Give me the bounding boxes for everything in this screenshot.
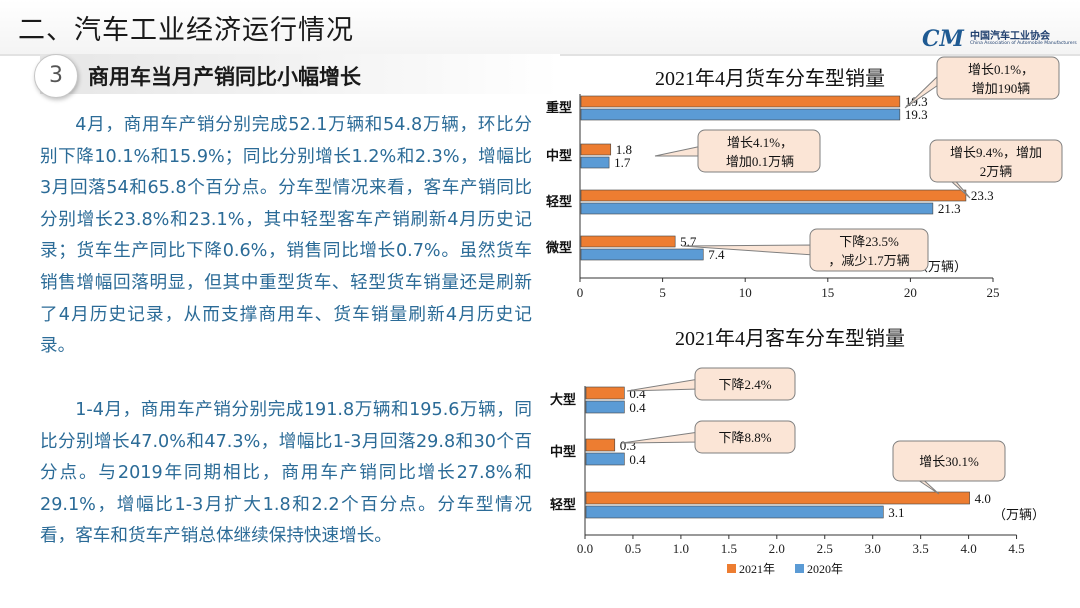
x-tick-label: 1.0: [673, 541, 689, 556]
body-paragraph-1: 4月，商用车产销分别完成52.1万辆和54.8万辆，环比分别下降10.1%和15…: [40, 115, 532, 357]
callout-text: 下降8.8%: [718, 430, 771, 445]
bar-2021: [580, 95, 901, 108]
logo-chinese-name: 中国汽车工业协会: [970, 31, 1050, 42]
callout-text: 增长9.4%，增加 2万辆: [950, 145, 1042, 179]
callout-box: [694, 367, 796, 401]
bar-2021: [580, 143, 612, 156]
bar-value-label: 1.7: [614, 155, 631, 170]
category-label: 重型: [546, 100, 572, 115]
bus-sales-chart: 2021年4月客车分车型销量 0.0 0.5 1.0 1.5 2.0 2.5 3.0 3.5 4.…: [550, 327, 1045, 576]
x-tick-label: 0: [577, 285, 584, 300]
bar-2020: [585, 452, 625, 466]
bar-value-label: 1.8: [616, 142, 632, 157]
bar-2020: [580, 202, 934, 215]
bar-value-label: 0.3: [620, 438, 636, 453]
callout-text: 增长30.1%: [919, 454, 979, 469]
section-number-badge: 3: [34, 54, 78, 98]
section-band: [40, 54, 560, 94]
bar-value-label: 21.3: [938, 201, 961, 216]
x-tick-label: 0.5: [625, 541, 641, 556]
chart-title: 2021年4月客车分车型销量: [675, 327, 905, 350]
callout-text-line: 下降23.5%: [839, 234, 899, 249]
bar-value-label: 3.1: [888, 505, 904, 520]
category-label: 轻型: [546, 194, 572, 209]
bar-2020: [580, 248, 704, 261]
bar-2021: [585, 386, 625, 400]
logo-english-name: China Association of Automobile Manufact…: [970, 41, 1077, 46]
legend-label-2021: 2021年: [739, 562, 775, 576]
x-tick-label: 4.5: [1008, 541, 1024, 556]
x-tick-label: 15: [821, 285, 834, 300]
callout-text-line: ，减少1.7万辆: [828, 253, 909, 268]
bar-value-label: 19.3: [905, 94, 928, 109]
callout-pointer: [654, 145, 703, 157]
unit-label: （万辆）: [993, 507, 1045, 522]
legend-swatch-2021: [727, 564, 736, 573]
callout-box: [936, 56, 1060, 100]
callout-text-line: 增加0.1万辆: [726, 154, 794, 169]
x-tick-label: 25: [987, 285, 1000, 300]
bar-value-label: 5.7: [680, 234, 697, 249]
x-tick-label: 2.5: [817, 541, 833, 556]
bar-2021: [580, 189, 967, 202]
x-tick-label: 20: [904, 285, 917, 300]
logo: CM 中国汽车工业协会 China Association of Automob…: [922, 26, 1077, 52]
bar-value-label: 4.0: [975, 491, 991, 506]
callout-box: [694, 420, 796, 454]
chart-title: 2021年4月货车分车型销量: [655, 67, 885, 90]
category-label: 轻型: [550, 497, 576, 512]
x-tick-label: 3.5: [913, 541, 929, 556]
bar-2020: [585, 400, 625, 414]
callout-box: [809, 228, 929, 272]
bar-2021: [580, 235, 676, 248]
category-label: 中型: [550, 444, 576, 459]
callout-box: [892, 440, 1006, 482]
callout-pointer: [626, 378, 700, 392]
callout-text: 增长0.1%， 增加190辆: [968, 62, 1034, 96]
x-tick-label: 0.0: [577, 541, 593, 556]
bar-2020: [580, 108, 901, 121]
callout-text-line: 增长0.1%，: [968, 62, 1034, 77]
callout-text: 下降2.4%: [718, 377, 771, 392]
x-tick-label: 1.5: [721, 541, 737, 556]
bar-2020: [580, 156, 610, 169]
callout-text: 增长4.1%， 增加0.1万辆: [726, 135, 794, 169]
category-label: 中型: [546, 148, 572, 163]
bar-value-label: 19.3: [905, 107, 928, 122]
bar-2021: [585, 438, 616, 452]
bar-value-label: 23.3: [971, 188, 994, 203]
bar-2021: [585, 491, 970, 505]
bar-value-label: 7.4: [708, 247, 725, 262]
callout-box: [929, 139, 1063, 183]
x-tick-label: 5: [659, 285, 666, 300]
page-title: 二、汽车工业经济运行情况: [18, 15, 354, 46]
x-tick-label: 4.0: [960, 541, 976, 556]
logo-mark: CM: [922, 26, 964, 52]
bar-value-label: 0.4: [629, 400, 646, 415]
bar-2020: [585, 505, 884, 519]
section-title: 商用车当月产销同比小幅增长: [88, 65, 361, 89]
category-label: 大型: [550, 392, 576, 407]
callout-text-line: 增长4.1%，: [727, 135, 793, 150]
callout-text: 下降23.5% ，减少1.7万辆: [828, 234, 909, 268]
callout-box: [697, 129, 821, 173]
x-tick-label: 10: [739, 285, 752, 300]
callout-text-line: 增长9.4%，增加: [950, 145, 1042, 160]
x-tick-label: 2.0: [769, 541, 785, 556]
callout-text-line: 增加190辆: [972, 81, 1031, 96]
category-label: 微型: [545, 240, 572, 255]
bar-value-label: 0.4: [629, 452, 646, 467]
legend-label-2020: 2020年: [807, 562, 843, 576]
body-paragraph-2: 1-4月，商用车产销分别完成191.8万辆和195.6万辆，同比分别增长47.0…: [40, 400, 532, 547]
callout-text-line: 2万辆: [980, 164, 1013, 179]
legend-swatch-2020: [795, 564, 804, 573]
x-tick-label: 3.0: [865, 541, 881, 556]
